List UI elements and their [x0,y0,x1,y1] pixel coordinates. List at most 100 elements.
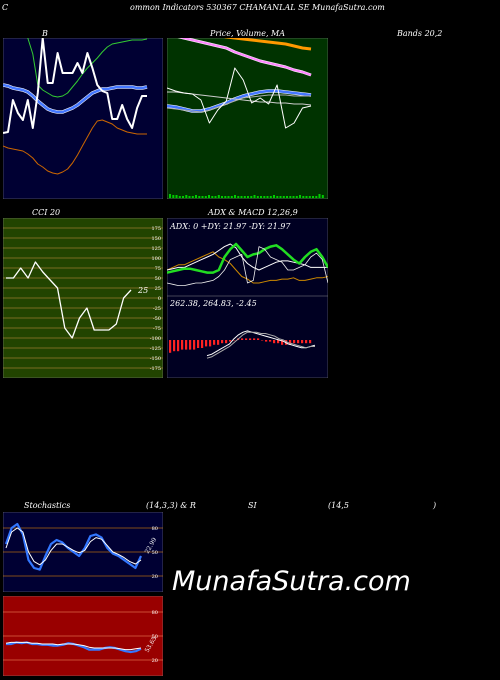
volume-bar [237,196,240,198]
stoch-tick-label: 80 [152,526,158,532]
macd-histogram-bar [241,338,244,340]
volume-bar [266,196,269,198]
bands-label: Bands 20,2 [397,29,443,38]
cci-tick-label: 100 [151,256,161,262]
cci-tick-label: 25 [155,286,161,292]
macd-line [206,330,316,357]
volume-bar [312,196,314,198]
macd-bg [167,296,328,378]
header-title: ommon Indicators 530367 CHAMANLAL SE Mun… [130,3,385,12]
volume-bar [276,196,279,198]
lower-band-line [3,119,147,175]
volume-bar [260,196,262,198]
volume-bar [302,196,305,198]
rsi-tick-label: 80 [152,610,158,616]
volume-bar [185,195,188,198]
rsi-close-label: ) [433,501,437,510]
volume-bar [315,196,318,198]
macd-histogram-bar [197,340,200,348]
macd-histogram-bar [293,340,296,344]
macd-histogram-bar [209,340,212,347]
stoch-d-line [5,527,142,566]
cci-line [6,261,132,339]
macd-histogram-bar [305,340,308,344]
stoch-params-label: (14,3,3) & R [146,501,196,510]
cci-label: CCI 20 [32,208,61,217]
volume-bar [234,195,236,198]
macd-histogram-bar [309,340,312,344]
volume-bar [224,196,227,198]
volume-bar [263,196,266,198]
adx-aux-line [167,246,328,286]
upper-band-line [27,38,148,98]
price-chart [167,38,328,199]
cci-tick-label: -150 [150,356,161,362]
macd-histogram-bar [185,340,188,350]
cci-tick-label: -75 [153,326,161,332]
volume-bar [169,194,171,198]
volume-bar [295,196,298,198]
volume-bar [321,195,324,198]
volume-bar [273,195,275,198]
cci-tick-label: -100 [150,336,161,342]
cci-tick-label: 75 [155,266,161,272]
ma-orange-line [224,38,312,51]
watermark: MunafaSutra.com [172,566,411,597]
bollinger-label: B [42,29,48,38]
macd-histogram-bar [257,338,260,340]
volume-bar [250,196,253,198]
cci-tick-label: 150 [151,236,161,242]
volume-bar [308,196,311,198]
si-label: SI [248,501,257,510]
cci-chart: 175 150 125 100 75 50 25 0 -25 -50 -75 -100 -125 -150… [3,218,163,378]
volume-bar [230,196,233,198]
volume-bar [198,196,201,198]
volume-bar [195,195,197,198]
stoch-tick-label: 50 [152,550,158,556]
volume-bar [217,195,220,198]
macd-histogram-bar [189,340,192,350]
volume-bar [175,195,178,198]
volume-bar [243,196,246,198]
macd-histogram-bar [245,338,248,340]
volume-bar [247,196,249,198]
macd-histogram-bar [205,340,208,347]
price-line [3,38,147,134]
stoch-label: Stochastics [24,501,71,510]
macd-histogram-bar [273,340,276,344]
price-line [167,67,312,129]
macd-histogram-bar [233,340,236,341]
middle-band-line [3,83,148,114]
volume-bar [227,196,230,198]
adx-chart: ADX: 0 +DY: 21.97 -DY: 21.97 [167,218,328,296]
volume-bar [269,196,272,198]
volume-bar [240,196,243,198]
bollinger-chart [3,38,163,199]
volume-bar [282,196,285,198]
macd-histogram-bar [193,340,196,350]
macd-histogram-bar [253,338,256,340]
cci-tick-label: -50 [153,316,161,322]
plus-di-line [167,243,328,271]
cci-tick-label: -25 [153,306,161,312]
cci-tick-label: 0 [158,296,161,302]
stoch-tick-label: 20 [152,574,158,580]
volume-bar [201,196,204,198]
price-bg [167,38,328,199]
volume-bar [214,196,217,198]
volume-bar [286,196,288,198]
volume-bar [204,196,207,198]
ma-pink-line [179,38,312,76]
macd-histogram-bar [221,340,224,344]
rsi-signal-line [5,641,142,651]
signal-line [206,331,315,359]
macd-histogram-bar [229,340,232,342]
volume-bar [279,196,282,198]
macd-histogram-bar [261,340,264,341]
rsi-tick-label: 20 [152,658,158,664]
header-left: C [2,3,9,12]
volume-bar [211,196,214,198]
cci-tick-label: 175 [151,226,161,232]
